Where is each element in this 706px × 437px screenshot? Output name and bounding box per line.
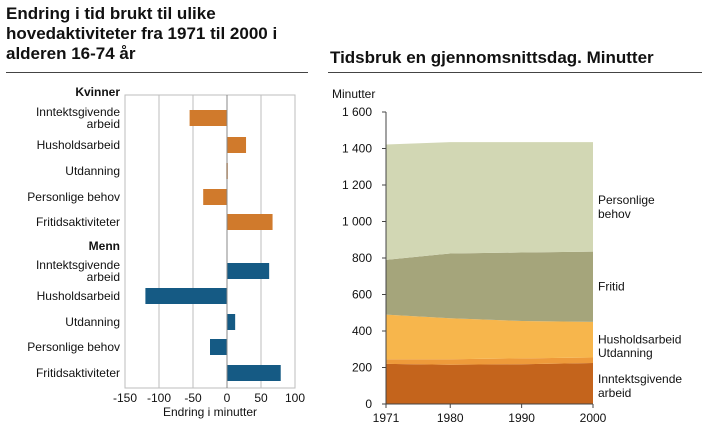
series-label: Fritid xyxy=(598,280,625,294)
category-label: Husholdsarbeid xyxy=(37,138,120,152)
area-personlige-behov xyxy=(386,142,593,260)
bar-kvinner xyxy=(189,110,227,126)
x-tick-label: 1971 xyxy=(373,411,400,425)
group-label-menn: Menn xyxy=(89,239,120,253)
series-label: behov xyxy=(598,207,631,221)
x-tick-label: -100 xyxy=(147,391,171,405)
y-tick-label: 600 xyxy=(352,288,372,302)
series-label: Inntektsgivende xyxy=(598,372,682,386)
y-tick-label: 1 000 xyxy=(342,215,372,229)
category-label: Inntektsgivende xyxy=(36,258,120,272)
category-label: Personlige behov xyxy=(27,340,120,354)
area-inntektsgivende-arbeid xyxy=(386,362,593,404)
x-tick-label: 0 xyxy=(224,391,231,405)
category-label: Fritidsaktiviteter xyxy=(36,215,120,229)
category-label: arbeid xyxy=(87,270,120,284)
y-tick-label: 1 400 xyxy=(342,142,372,156)
x-tick-label: 2000 xyxy=(580,411,607,425)
x-axis-label: Endring i minutter xyxy=(163,405,257,419)
bar-kvinner xyxy=(227,214,273,230)
x-tick-label: 1980 xyxy=(437,411,464,425)
y-tick-label: 200 xyxy=(352,361,372,375)
group-label-kvinner: Kvinner xyxy=(75,85,120,99)
series-label: Utdanning xyxy=(598,346,653,360)
bar-menn xyxy=(145,288,227,304)
right-chart-title: Tidsbruk en gjennomsnittsdag. Minutter xyxy=(330,48,654,67)
y-tick-label: 400 xyxy=(352,324,372,338)
change-bar-chart: -150 -100 -50 0 50 100 Endring i minutter Kvinn… xyxy=(27,85,305,419)
category-label: arbeid xyxy=(87,117,120,131)
series-label: Husholdsarbeid xyxy=(598,333,681,347)
series-label: arbeid xyxy=(598,386,631,400)
x-tick-label: 100 xyxy=(285,391,305,405)
bar-menn xyxy=(227,365,281,381)
left-title-rule xyxy=(6,72,308,73)
area-fritid xyxy=(386,251,593,322)
category-label: Fritidsaktiviteter xyxy=(36,366,120,380)
category-label: Utdanning xyxy=(65,164,120,178)
y-tick-label: 1 600 xyxy=(342,105,372,119)
bar-menn xyxy=(227,263,270,279)
series-label: Personlige xyxy=(598,193,655,207)
category-label: Personlige behov xyxy=(27,190,120,204)
category-label: Husholdsarbeid xyxy=(37,289,120,303)
x-tick-label: 1990 xyxy=(508,411,535,425)
category-label: Utdanning xyxy=(65,315,120,329)
y-tick-label: 0 xyxy=(365,397,372,411)
x-tick-label: -50 xyxy=(184,391,202,405)
bar-kvinner xyxy=(227,137,247,153)
bar-menn xyxy=(210,339,227,355)
y-tick-label: 1 200 xyxy=(342,178,372,192)
x-tick-label: -150 xyxy=(113,391,137,405)
y-axis-label: Minutter xyxy=(332,87,375,101)
area-husholdsarbeid xyxy=(386,314,593,360)
category-label: Inntektsgivende xyxy=(36,105,120,119)
bar-kvinner xyxy=(203,189,227,205)
left-chart-title: Endring i tid brukt til ulike hovedaktiv… xyxy=(6,4,278,63)
x-tick-label: 50 xyxy=(254,391,268,405)
bar-menn xyxy=(227,314,236,330)
right-title-rule xyxy=(328,72,702,73)
y-tick-label: 800 xyxy=(352,251,372,265)
